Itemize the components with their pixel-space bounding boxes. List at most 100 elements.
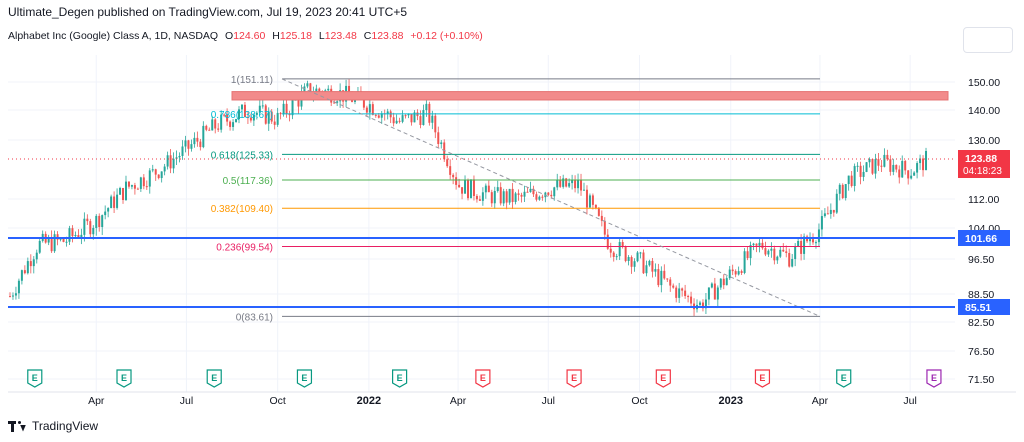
candle-body-150 bbox=[455, 177, 458, 185]
candle-body-41 bbox=[130, 185, 133, 187]
candle-body-10 bbox=[38, 240, 41, 253]
earnings-marker-label-2: E bbox=[211, 373, 217, 383]
earnings-marker-label-8: E bbox=[759, 373, 765, 383]
x-tick-label-2: Oct bbox=[269, 395, 285, 407]
candle-body-85 bbox=[261, 105, 264, 107]
candle-body-73 bbox=[226, 114, 229, 122]
candle-body-28 bbox=[92, 227, 95, 235]
candle-body-49 bbox=[154, 169, 157, 175]
candle-body-253 bbox=[761, 242, 764, 249]
candle-body-125 bbox=[380, 113, 383, 118]
candle-body-267 bbox=[803, 236, 806, 254]
candle-body-265 bbox=[797, 240, 800, 247]
earnings-marker-label-4: E bbox=[397, 373, 403, 383]
x-tick-label-0: Apr bbox=[88, 395, 105, 407]
y-tick-label-1: 140.00 bbox=[968, 105, 1000, 117]
earnings-marker-shape-4 bbox=[392, 369, 408, 388]
close-value: 123.88 bbox=[371, 30, 404, 42]
candle-body-147 bbox=[446, 159, 449, 167]
candle-body-129 bbox=[392, 117, 395, 124]
candle-body-145 bbox=[440, 142, 443, 145]
earnings-marker-label-1: E bbox=[121, 373, 127, 383]
candle-body-241 bbox=[725, 278, 728, 286]
candle-body-97 bbox=[297, 99, 300, 107]
candle-body-204 bbox=[615, 256, 618, 258]
candle-body-13 bbox=[47, 237, 50, 243]
candle-body-9 bbox=[35, 252, 38, 260]
candle-body-285 bbox=[856, 165, 859, 167]
candle-body-3 bbox=[17, 280, 20, 294]
candle-body-195 bbox=[588, 195, 591, 208]
x-tick-label-9: Jul bbox=[903, 395, 916, 407]
candle-body-110 bbox=[336, 101, 339, 103]
candle-body-166 bbox=[502, 191, 505, 204]
candle-body-304 bbox=[913, 172, 916, 176]
candle-body-256 bbox=[770, 248, 773, 251]
candle-body-59 bbox=[184, 140, 187, 147]
candle-body-149 bbox=[452, 174, 455, 178]
candle-body-23 bbox=[77, 234, 80, 238]
candle-body-1 bbox=[11, 295, 14, 297]
candle-body-32 bbox=[104, 211, 107, 216]
chart-control-box[interactable] bbox=[963, 27, 1013, 53]
candle-body-165 bbox=[499, 187, 502, 204]
earnings-marker-label-0: E bbox=[32, 373, 38, 383]
candle-body-95 bbox=[291, 99, 294, 116]
candle-body-151 bbox=[458, 184, 461, 188]
candle-body-6 bbox=[26, 261, 29, 274]
axis-layer: 150.00140.00130.00112.00104.0096.5088.50… bbox=[8, 77, 1016, 407]
candle-body-167 bbox=[505, 191, 508, 203]
candle-body-178 bbox=[538, 196, 541, 200]
candle-body-193 bbox=[582, 189, 585, 191]
candle-body-294 bbox=[883, 154, 886, 167]
candle-body-114 bbox=[348, 85, 351, 96]
candle-body-121 bbox=[368, 104, 371, 113]
candle-body-62 bbox=[193, 137, 196, 145]
candle-body-275 bbox=[826, 213, 829, 215]
candle-body-225 bbox=[678, 288, 681, 298]
candle-body-74 bbox=[229, 121, 232, 127]
candle-body-227 bbox=[684, 290, 687, 297]
candle-body-130 bbox=[395, 120, 398, 124]
candle-body-226 bbox=[681, 288, 684, 291]
candle-body-199 bbox=[600, 215, 603, 221]
y-tick-label-3: 112.00 bbox=[968, 194, 999, 206]
y-tick-label-0: 150.00 bbox=[968, 77, 1000, 89]
candle-body-181 bbox=[547, 192, 550, 195]
candle-body-48 bbox=[151, 169, 154, 171]
resistance-zone bbox=[231, 91, 949, 101]
candle-body-222 bbox=[669, 279, 672, 286]
candle-body-251 bbox=[755, 243, 758, 246]
candle-body-259 bbox=[779, 249, 782, 257]
candle-body-39 bbox=[124, 181, 127, 200]
earnings-marker-shape-5 bbox=[475, 369, 491, 388]
open-label: O bbox=[225, 30, 234, 42]
earnings-marker-shape-10 bbox=[926, 369, 942, 388]
candle-body-302 bbox=[907, 170, 910, 179]
candle-body-249 bbox=[749, 245, 752, 259]
candle-body-57 bbox=[178, 155, 181, 158]
candle-body-82 bbox=[252, 114, 255, 121]
candle-body-50 bbox=[157, 174, 160, 179]
candle-body-143 bbox=[434, 115, 437, 133]
candle-body-119 bbox=[362, 97, 365, 108]
candle-body-135 bbox=[410, 113, 413, 123]
candle-body-287 bbox=[862, 171, 865, 177]
candle-body-232 bbox=[698, 302, 701, 305]
candle-body-213 bbox=[642, 252, 645, 274]
candle-body-169 bbox=[511, 188, 514, 202]
candle-body-61 bbox=[190, 144, 193, 149]
y-tick-label-9: 71.50 bbox=[968, 374, 994, 386]
candle-body-92 bbox=[282, 103, 285, 115]
candle-body-250 bbox=[752, 243, 755, 246]
candle-body-155 bbox=[469, 179, 472, 199]
candle-body-288 bbox=[865, 162, 868, 172]
candle-body-185 bbox=[559, 180, 562, 187]
candle-body-44 bbox=[139, 177, 142, 189]
candle-body-191 bbox=[577, 179, 580, 189]
candle-body-182 bbox=[550, 194, 553, 197]
candle-body-142 bbox=[431, 115, 434, 123]
candle-body-219 bbox=[660, 270, 663, 286]
candle-body-34 bbox=[110, 196, 113, 209]
